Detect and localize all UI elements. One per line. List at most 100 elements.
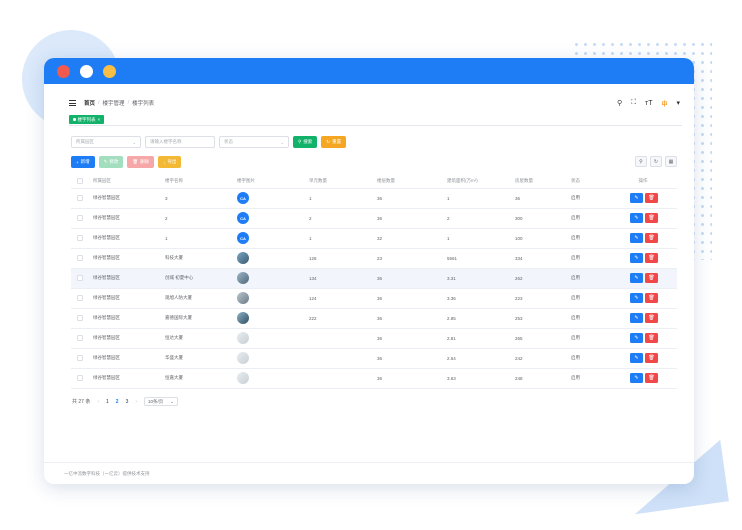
cell-area: 3.36 bbox=[413, 288, 483, 309]
delete-selected-button[interactable]: 🗑 删除 bbox=[127, 156, 155, 168]
building-image-thumbnail[interactable] bbox=[237, 252, 249, 264]
building-name-input[interactable]: 请输入楼宇名称 bbox=[145, 136, 215, 148]
status-select[interactable]: 状态 ⌄ bbox=[219, 136, 289, 148]
row-select-cell bbox=[71, 188, 91, 209]
building-image-thumbnail[interactable] bbox=[237, 312, 249, 324]
table-row[interactable]: 绿谷智慧园区 创城 初夏中心 134 36 3.31 262 启用 ✎ 🗑 bbox=[71, 268, 677, 289]
next-page-chevron-icon[interactable]: › bbox=[135, 398, 138, 405]
page-number-active[interactable]: 2 bbox=[115, 398, 119, 405]
row-checkbox[interactable] bbox=[77, 295, 83, 301]
refresh-table-icon[interactable]: ↻ bbox=[650, 156, 662, 167]
building-image-thumbnail[interactable]: CA bbox=[237, 232, 249, 244]
community-select-placeholder: 所属园区 bbox=[76, 139, 94, 144]
edit-icon: ✎ bbox=[634, 215, 639, 221]
prev-page-chevron-icon[interactable]: ‹ bbox=[97, 398, 100, 405]
close-window-button[interactable] bbox=[57, 64, 70, 78]
reset-button[interactable]: ↻ 重置 bbox=[321, 136, 347, 148]
row-delete-button[interactable]: 🗑 bbox=[645, 253, 658, 263]
add-button[interactable]: + 新增 bbox=[71, 156, 95, 168]
column-header[interactable]: 房屋数量 bbox=[483, 175, 553, 189]
tag-close-icon[interactable]: × bbox=[97, 117, 101, 122]
table-row[interactable]: 绿谷智慧园区 嘉德国际大厦 222 36 2.85 253 启用 ✎ 🗑 bbox=[71, 308, 677, 329]
row-delete-button[interactable]: 🗑 bbox=[645, 193, 658, 203]
toggle-search-icon[interactable]: ⚲ bbox=[635, 156, 647, 167]
row-delete-button[interactable]: 🗑 bbox=[645, 333, 658, 343]
row-edit-button[interactable]: ✎ bbox=[630, 293, 643, 303]
font-size-icon[interactable]: ᴛT bbox=[644, 99, 653, 107]
export-button[interactable]: ↓ 导出 bbox=[158, 156, 182, 168]
row-delete-button[interactable]: 🗑 bbox=[645, 353, 658, 363]
cell-unit-count: 126 bbox=[271, 248, 341, 269]
row-edit-button[interactable]: ✎ bbox=[630, 333, 643, 343]
row-delete-button[interactable]: 🗑 bbox=[645, 213, 658, 223]
building-image-thumbnail[interactable] bbox=[237, 272, 249, 284]
table-row[interactable]: 绿谷智慧园区 1 CA 1 32 1 100 启用 ✎ 🗑 bbox=[71, 228, 677, 249]
page-size-select[interactable]: 10条/页 ⌄ bbox=[144, 397, 179, 406]
row-delete-button[interactable]: 🗑 bbox=[645, 233, 658, 243]
search-icon[interactable]: ⚲ bbox=[616, 100, 623, 107]
page-number[interactable]: 3 bbox=[125, 398, 129, 405]
menu-toggle-icon[interactable] bbox=[69, 100, 76, 106]
table-row[interactable]: 绿谷智慧园区 观旭人防大厦 124 36 3.36 223 启用 ✎ 🗑 bbox=[71, 288, 677, 309]
tag-building-list[interactable]: 楼宇列表 × bbox=[69, 115, 105, 124]
row-delete-button[interactable]: 🗑 bbox=[645, 273, 658, 283]
minimize-window-button[interactable] bbox=[80, 64, 93, 78]
row-checkbox[interactable] bbox=[77, 335, 83, 341]
row-edit-button[interactable]: ✎ bbox=[630, 213, 643, 223]
edit-selected-button[interactable]: ✎ 修改 bbox=[98, 156, 124, 168]
building-image-thumbnail[interactable] bbox=[237, 352, 249, 364]
column-header[interactable]: 单元数量 bbox=[271, 175, 341, 189]
building-image-thumbnail[interactable] bbox=[237, 372, 249, 384]
table-row[interactable]: 绿谷智慧园区 华盛大厦 36 2.64 242 启用 ✎ 🗑 bbox=[71, 348, 677, 369]
table-row[interactable]: 绿谷智慧园区 恒达大厦 36 2.81 265 启用 ✎ 🗑 bbox=[71, 328, 677, 349]
row-edit-button[interactable]: ✎ bbox=[630, 353, 643, 363]
building-image-thumbnail[interactable]: CA bbox=[237, 212, 249, 224]
row-checkbox[interactable] bbox=[77, 255, 83, 261]
row-edit-button[interactable]: ✎ bbox=[630, 253, 643, 263]
row-checkbox[interactable] bbox=[77, 275, 83, 281]
table-row[interactable]: 绿谷智慧园区 2 CA 2 36 2 300 启用 ✎ 🗑 bbox=[71, 208, 677, 229]
column-header[interactable]: 楼宇名称 bbox=[163, 175, 235, 189]
row-edit-button[interactable]: ✎ bbox=[630, 193, 643, 203]
cell-unit-count: 222 bbox=[271, 308, 341, 329]
row-edit-button[interactable]: ✎ bbox=[630, 233, 643, 243]
row-checkbox[interactable] bbox=[77, 315, 83, 321]
breadcrumb-home[interactable]: 首页 bbox=[84, 101, 96, 107]
cell-unit-count: 124 bbox=[271, 288, 341, 309]
row-edit-button[interactable]: ✎ bbox=[630, 373, 643, 383]
status-select-placeholder: 状态 bbox=[224, 139, 233, 144]
fullscreen-icon[interactable]: ⛶ bbox=[631, 99, 636, 106]
column-settings-icon[interactable]: ▦ bbox=[665, 156, 677, 167]
row-delete-button[interactable]: 🗑 bbox=[645, 313, 658, 323]
breadcrumb-separator: / bbox=[127, 100, 130, 106]
row-delete-button[interactable]: 🗑 bbox=[645, 373, 658, 383]
column-header[interactable]: 建筑面积(万m²) bbox=[413, 175, 483, 189]
search-button[interactable]: ⚲ 搜索 bbox=[293, 136, 318, 148]
column-header[interactable]: 楼层数量 bbox=[341, 175, 413, 189]
column-header[interactable]: 所属园区 bbox=[91, 175, 163, 189]
table-row[interactable]: 绿谷智慧园区 恒嘉大厦 36 3.63 248 启用 ✎ 🗑 bbox=[71, 368, 677, 389]
building-image-thumbnail[interactable]: CA bbox=[237, 192, 249, 204]
row-checkbox[interactable] bbox=[77, 215, 83, 221]
table-row[interactable]: 绿谷智慧园区 科技大厦 126 23 5561 334 启用 ✎ 🗑 bbox=[71, 248, 677, 269]
breadcrumb-building-management[interactable]: 楼宇管理 bbox=[102, 101, 125, 107]
row-checkbox[interactable] bbox=[77, 235, 83, 241]
cell-area: 5561 bbox=[413, 248, 483, 269]
table-row[interactable]: 绿谷智慧园区 3 CA 1 36 1 36 启用 ✎ 🗑 bbox=[71, 188, 677, 209]
row-checkbox[interactable] bbox=[77, 195, 83, 201]
row-checkbox[interactable] bbox=[77, 375, 83, 381]
community-select[interactable]: 所属园区 ⌄ bbox=[71, 136, 141, 148]
row-checkbox[interactable] bbox=[77, 355, 83, 361]
row-edit-button[interactable]: ✎ bbox=[630, 313, 643, 323]
select-all-checkbox[interactable] bbox=[77, 178, 83, 185]
cell-room-count: 242 bbox=[483, 348, 553, 369]
page-number[interactable]: 1 bbox=[106, 398, 109, 405]
row-edit-button[interactable]: ✎ bbox=[630, 273, 643, 283]
row-delete-button[interactable]: 🗑 bbox=[645, 293, 658, 303]
user-dropdown-caret-icon[interactable]: ▾ bbox=[676, 100, 680, 107]
language-switch[interactable]: 中 bbox=[661, 101, 668, 108]
building-image-thumbnail[interactable] bbox=[237, 332, 249, 344]
building-image-thumbnail[interactable] bbox=[237, 292, 249, 304]
maximize-window-button[interactable] bbox=[103, 64, 116, 78]
row-select-cell bbox=[71, 348, 91, 369]
